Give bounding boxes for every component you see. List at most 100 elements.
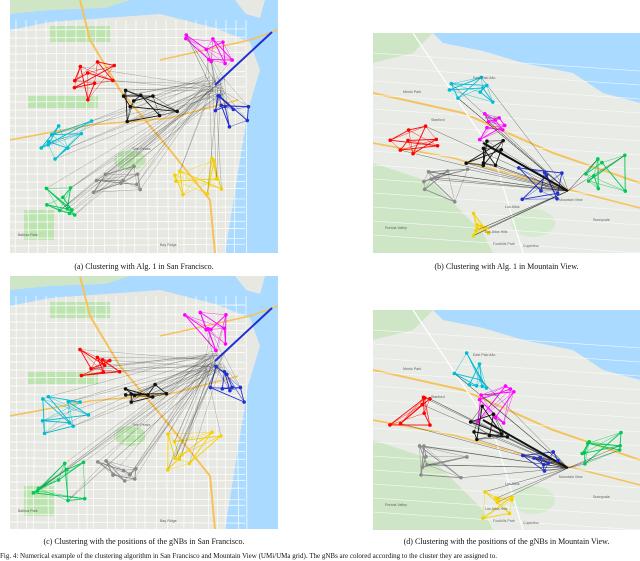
cluster-link	[587, 442, 620, 451]
backhaul-link	[48, 353, 210, 397]
backhaul-link	[567, 445, 621, 469]
gnb-node	[62, 461, 67, 466]
cluster-link	[105, 165, 135, 175]
cluster-link	[186, 34, 207, 50]
cluster-link	[207, 328, 226, 345]
cluster-link	[390, 129, 409, 141]
gnb-node	[219, 434, 223, 438]
street-line	[15, 295, 18, 529]
map-label: Menlo Park	[403, 367, 421, 371]
cluster-link	[479, 127, 488, 140]
cluster-link	[450, 83, 459, 99]
cluster-link	[584, 441, 590, 464]
gnb-node	[214, 348, 218, 353]
map-label: Palo Alto	[485, 116, 499, 120]
map-label: Stanford	[431, 395, 445, 399]
gnb-node	[39, 146, 44, 150]
backhaul-link	[204, 59, 209, 79]
cluster-link	[593, 158, 599, 176]
backhaul-link	[222, 363, 241, 388]
cluster-link	[482, 491, 486, 519]
backhaul-link	[428, 171, 569, 192]
street-line	[183, 19, 187, 253]
street-line	[134, 19, 137, 253]
cluster-link	[217, 95, 234, 110]
backhaul-link	[476, 439, 569, 469]
gnb-node	[496, 497, 501, 501]
cluster-link	[127, 100, 134, 122]
gnb-node	[207, 57, 211, 62]
street-line	[373, 329, 640, 349]
gnb-node	[542, 469, 547, 473]
cluster-link	[221, 371, 225, 389]
backhaul-link	[67, 88, 213, 210]
cluster-link	[175, 178, 217, 182]
cluster-link	[587, 432, 622, 444]
water	[433, 310, 640, 380]
gnb-node	[499, 432, 504, 436]
cluster-link	[424, 170, 448, 190]
gnb-node	[467, 382, 472, 387]
street-line	[373, 469, 640, 489]
street-line	[10, 116, 246, 119]
gnb-node	[138, 187, 143, 192]
backhaul-link	[125, 86, 212, 91]
cluster-link	[208, 59, 233, 61]
cluster-link	[477, 391, 515, 422]
gnb-node	[46, 394, 51, 399]
backhaul-link	[174, 368, 207, 442]
gnb-node	[479, 75, 484, 80]
street-line	[10, 352, 246, 355]
cluster-link	[67, 401, 89, 416]
gnb-node	[210, 430, 214, 435]
street-line	[373, 220, 640, 240]
gnb-node	[475, 419, 480, 424]
street-line	[245, 19, 248, 253]
gnb-node	[619, 430, 623, 435]
street-line	[55, 19, 60, 253]
backhaul-link	[422, 404, 569, 469]
cluster-link	[484, 113, 496, 121]
cluster-link	[585, 162, 603, 175]
cluster-link	[484, 113, 503, 131]
backhaul-link	[127, 93, 225, 122]
gnb-node	[65, 207, 70, 211]
street-line	[10, 399, 246, 403]
gnb-node	[78, 400, 82, 404]
backhaul-link	[186, 34, 215, 81]
gnb-node	[224, 312, 228, 317]
cluster-link	[454, 352, 467, 374]
cluster-link	[184, 314, 212, 330]
gnb-node	[173, 173, 177, 178]
cluster-link	[425, 126, 437, 140]
gnb-node	[230, 385, 234, 390]
gnb-node	[592, 174, 596, 178]
gnb-node	[129, 400, 134, 404]
backhaul-link	[205, 362, 233, 388]
gnb-node	[449, 81, 454, 86]
cluster-link	[223, 328, 226, 344]
backhaul-link	[119, 356, 211, 372]
cluster-link	[51, 120, 92, 136]
gnb-node	[223, 61, 227, 66]
gnb-node	[153, 382, 157, 387]
backhaul-link	[167, 359, 217, 435]
cluster-link	[584, 432, 622, 465]
gnb-node	[423, 124, 428, 129]
gnb-node	[210, 157, 214, 161]
cluster-link	[48, 396, 89, 416]
backhaul-link	[476, 190, 569, 231]
backhaul-link	[174, 355, 223, 459]
gnb-node	[220, 387, 225, 391]
gnb-node	[420, 465, 425, 470]
gnb-node	[617, 448, 622, 452]
gnb-node	[481, 146, 486, 151]
cluster-link	[51, 133, 82, 136]
cluster-link	[588, 180, 626, 192]
cluster-link	[200, 312, 217, 351]
street-line	[35, 19, 39, 253]
gnb-node	[422, 179, 426, 184]
gnb-node	[388, 138, 393, 142]
street-line	[183, 295, 187, 529]
backhaul-link	[473, 190, 569, 236]
